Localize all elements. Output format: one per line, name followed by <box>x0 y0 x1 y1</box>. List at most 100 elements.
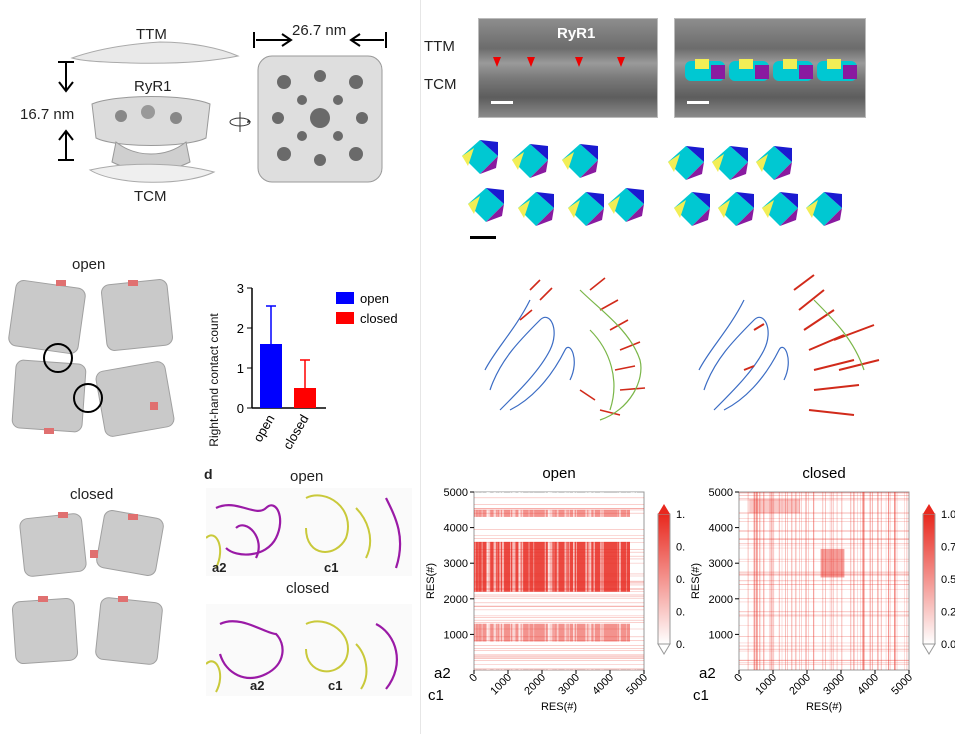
ryr1-side-view <box>88 96 216 183</box>
heatmap-cells <box>739 492 909 670</box>
tomo-tcm-label: TCM <box>424 76 457 93</box>
heatmap-corner-x: c1 <box>693 687 709 704</box>
lattice-left <box>462 140 644 239</box>
x-tick-label: 5000 <box>889 672 915 698</box>
motion-vectors-panel <box>470 270 890 440</box>
cryo-em-panel: TTM RyR1 16.7 nm TCM 26.7 nm <box>0 0 420 240</box>
x-tick-label: 5000 <box>624 672 650 698</box>
panel-d-open-structure <box>206 488 412 576</box>
x-tick-label: 2000 <box>522 672 548 698</box>
x-tick-label: 4000 <box>855 672 881 698</box>
closed-lattice-panel: closed <box>0 484 190 684</box>
x-tick-label: 3000 <box>556 672 582 698</box>
y-tick-label: 0 <box>237 401 244 416</box>
heatmap-xlabel: RES(#) <box>541 701 577 713</box>
x-tick-label: 4000 <box>590 672 616 698</box>
scale-bar <box>491 101 513 104</box>
ryr1-label: RyR1 <box>134 78 172 95</box>
x-tick-label: 2000 <box>787 672 813 698</box>
arrowheads <box>493 57 625 67</box>
heatmap-frame <box>738 491 910 671</box>
heatmap-title: closed <box>802 465 845 482</box>
heatmap-cells <box>474 492 644 671</box>
colorbar <box>657 513 671 645</box>
heatmap-open-panel: open 0 1000 2000 3000 4000 5000 1000 2000 3000 400… <box>420 460 685 720</box>
bar-chart-panel: Right-hand contact count 0 1 2 3 open closed o… <box>200 268 410 468</box>
colorbar-top-arrow <box>923 504 935 514</box>
motion-vectors-closed <box>698 274 880 416</box>
width-label: 26.7 nm <box>292 22 347 39</box>
y-tick-label: 1000 <box>709 629 733 641</box>
y-tick-label: 5000 <box>709 487 733 499</box>
rotate-icon <box>229 112 251 132</box>
x-tick-label: closed <box>280 412 312 452</box>
legend-label: open <box>360 291 389 306</box>
tomogram-fitted <box>674 18 866 118</box>
contact-circle <box>73 383 103 413</box>
ttm-label: TTM <box>136 26 167 43</box>
colorbar-bottom-arrow <box>922 643 936 655</box>
fitted-ryr1-row <box>685 59 857 81</box>
colorbar-label: 0.50 <box>941 574 955 586</box>
y-tick-label: 3 <box>237 281 244 296</box>
height-label: 16.7 nm <box>20 106 75 123</box>
panel-d-closed-structure <box>206 604 412 696</box>
x-tick-label: open <box>250 412 277 445</box>
y-tick-label: 1 <box>237 361 244 376</box>
panel-letter-d: d <box>204 466 213 482</box>
heatmap-corner-x: c1 <box>428 687 444 704</box>
bar <box>294 388 316 408</box>
x-tick-label: 1000 <box>753 672 779 698</box>
tomo-ryr1-label: RyR1 <box>557 25 596 42</box>
open-lattice-panel: open <box>0 252 190 452</box>
lattice-right <box>668 146 842 226</box>
y-tick-label: 1000 <box>444 629 468 641</box>
colorbar-label: 0.25 <box>941 607 955 619</box>
y-tick-label: 4000 <box>709 523 733 535</box>
colorbar-label: 0.00 <box>676 639 685 651</box>
colorbar-label: 0.50 <box>676 574 685 586</box>
heatmap-ylabel: RES(#) <box>690 563 702 599</box>
open-lattice-image <box>8 279 175 437</box>
tomogram-raw: RyR1 <box>478 18 658 118</box>
tomo-ttm-label: TTM <box>424 38 455 55</box>
ttm-membrane-shape <box>70 41 240 64</box>
scale-bar <box>687 101 709 104</box>
lattice-scale-bar <box>470 236 496 239</box>
panel-d-a2-open: a2 <box>212 560 227 575</box>
bar-chart-ylabel: Right-hand contact count <box>207 313 221 447</box>
panel-d-a2-closed: a2 <box>250 678 265 693</box>
contact-circle <box>43 343 73 373</box>
panel-d-c1-open: c1 <box>324 560 339 575</box>
width-arrow <box>253 32 387 48</box>
open-lattice-title: open <box>72 256 106 273</box>
colorbar-label: 0.75 <box>941 542 955 554</box>
column-divider <box>420 0 421 734</box>
heatmap-patch <box>749 499 801 514</box>
legend-swatch <box>336 312 354 324</box>
colorbar-label: 1.00 <box>941 509 955 521</box>
y-tick-label: 4000 <box>444 523 468 535</box>
colorbar-top-arrow <box>658 504 670 514</box>
y-tick-label: 2000 <box>444 594 468 606</box>
motion-vectors-open <box>484 277 646 421</box>
legend-swatch <box>336 292 354 304</box>
heatmap-xlabel: RES(#) <box>806 701 842 713</box>
panel-d-closed-title: closed <box>286 580 330 597</box>
colorbar-label: 0.25 <box>676 607 685 619</box>
height-arrows <box>58 61 74 161</box>
y-tick-label: 3000 <box>709 558 733 570</box>
legend-label: closed <box>360 311 398 326</box>
heatmap-title: open <box>542 465 575 482</box>
ryr1-top-view <box>257 55 383 183</box>
x-tick-label: 3000 <box>821 672 847 698</box>
panel-d: d open a2 c1 closed a2 c1 <box>200 464 415 714</box>
y-tick-label: 2000 <box>709 594 733 606</box>
heatmap-corner-y: a2 <box>434 665 451 682</box>
colorbar-label: 0.75 <box>676 542 685 554</box>
tcm-label: TCM <box>134 188 167 205</box>
colorbar <box>922 513 936 645</box>
heatmap-corner-y: a2 <box>699 665 716 682</box>
